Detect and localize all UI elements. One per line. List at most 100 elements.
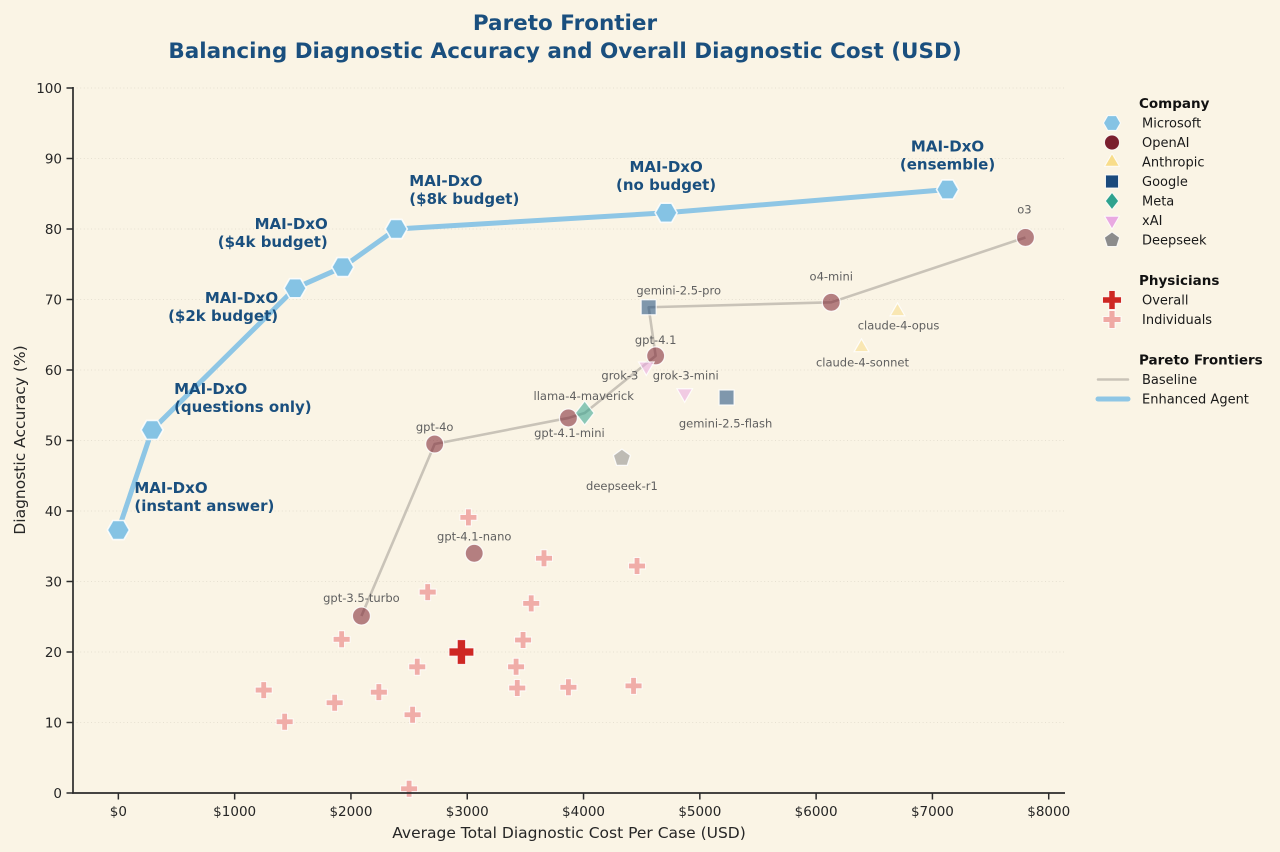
individual-physician-marker-16 <box>624 676 643 695</box>
mai-marker-budget-2k <box>283 277 308 299</box>
individual-physician-marker-2 <box>325 693 344 712</box>
marker-gpt-4.1-mini <box>558 408 579 428</box>
mai-label-questions-only-line1: MAI-DxO <box>174 380 247 398</box>
individual-physician-marker-3 <box>332 630 351 649</box>
series-layer: gpt-3.5-turbo gpt-4o gpt-4.1-nano gpt-4.1-m… <box>106 138 1036 798</box>
legend-item-xai: xAI <box>1103 214 1162 231</box>
y-tick-label-10: 10 <box>45 715 62 731</box>
label-claude-4-sonnet: claude-4-sonnet <box>816 355 910 369</box>
y-tick-label-0: 0 <box>53 786 62 802</box>
mai-label-questions-only-line2: (questions only) <box>174 398 312 416</box>
marker-gpt-4.1-nano <box>464 543 484 563</box>
marker-gpt-4o <box>425 434 445 454</box>
marker-grok-3 <box>637 361 656 377</box>
marker-claude-4-sonnet <box>853 337 870 353</box>
legend-item-enhanced: Enhanced Agent <box>1095 393 1249 408</box>
overall-physician-marker <box>448 638 475 666</box>
mai-label-no-budget-line2: (no budget) <box>616 176 716 194</box>
individual-physician-marker-10 <box>507 657 526 676</box>
individual-physician-marker-7 <box>408 657 427 676</box>
x-tick-label-3000: $3000 <box>446 804 489 820</box>
y-tick-label-20: 20 <box>45 645 62 661</box>
mai-label-ensemble-line1: MAI-DxO <box>911 138 984 156</box>
legend-marker-meta <box>1104 191 1120 211</box>
label-gpt-4.1-mini: gpt-4.1-mini <box>534 426 605 440</box>
legend-label-microsoft: Microsoft <box>1142 117 1201 132</box>
x-tick-label-0: $0 <box>110 804 127 820</box>
label-grok-3-mini: grok-3-mini <box>653 368 719 382</box>
x-tick-label-4000: $4000 <box>562 804 605 820</box>
marker-deepseek-r1 <box>612 448 632 467</box>
legend: Company Microsoft OpenAI Anthropic Google Met… <box>1095 96 1263 408</box>
legend-label-baseline: Baseline <box>1142 373 1197 388</box>
legend-marker-deepseek <box>1103 231 1121 247</box>
marker-claude-4-opus <box>889 301 906 317</box>
y-axis-title: Diagnostic Accuracy (%) <box>11 345 29 534</box>
legend-item-baseline: Baseline <box>1096 373 1197 388</box>
mai-label-budget-8k-line2: ($8k budget) <box>409 190 519 208</box>
label-o4-mini: o4-mini <box>810 269 853 283</box>
marker-gemini-2.5-pro <box>640 299 657 316</box>
mai-label-budget-2k-line1: MAI-DxO <box>205 289 278 307</box>
marker-o3 <box>1015 227 1036 248</box>
individual-physician-marker-9 <box>459 508 478 527</box>
chart-title: Pareto Frontier <box>473 11 658 36</box>
legend-label-anthropic: Anthropic <box>1142 156 1205 171</box>
individual-physician-marker-13 <box>522 594 541 613</box>
legend-item-overall: Overall <box>1102 290 1188 310</box>
individual-physician-marker-15 <box>559 678 578 697</box>
mai-label-budget-4k-line2: ($4k budget) <box>218 233 328 251</box>
individual-physician-marker-0 <box>254 681 273 700</box>
mai-label-instant-answer-line1: MAI-DxO <box>134 479 207 497</box>
legend-item-individuals: Individuals <box>1102 310 1212 329</box>
individual-physician-marker-12 <box>514 631 533 650</box>
y-tick-label-60: 60 <box>45 363 62 379</box>
marker-gemini-2.5-flash <box>718 389 735 406</box>
individual-physician-marker-5 <box>400 779 419 798</box>
mai-label-no-budget-line1: MAI-DxO <box>629 158 702 176</box>
label-claude-4-opus: claude-4-opus <box>858 318 940 332</box>
y-tick-label-90: 90 <box>45 151 62 167</box>
y-tick-label-70: 70 <box>45 292 62 308</box>
mai-label-instant-answer-line2: (instant answer) <box>134 497 274 515</box>
mai-marker-questions-only <box>140 419 165 441</box>
label-grok-3: grok-3 <box>601 368 638 382</box>
legend-label-google: Google <box>1142 175 1188 190</box>
x-axis-title: Average Total Diagnostic Cost Per Case (… <box>392 824 746 842</box>
legend-marker-openai <box>1104 134 1120 151</box>
x-tick-label-8000: $8000 <box>1027 804 1070 820</box>
label-gpt-4.1-nano: gpt-4.1-nano <box>437 529 511 543</box>
y-tick-label-50: 50 <box>45 433 62 449</box>
axes-layer: $0 $1000 $2000 $3000 $4000 $5000 $6000 $7000 $80… <box>36 81 1070 820</box>
chart-subtitle: Balancing Diagnostic Accuracy and Overal… <box>168 39 961 64</box>
legend-marker-anthropic <box>1103 152 1121 167</box>
legend-marker-google <box>1105 174 1119 189</box>
label-gpt-4.1: gpt-4.1 <box>635 333 677 347</box>
label-deepseek-r1: deepseek-r1 <box>586 479 658 493</box>
mai-label-budget-8k-line1: MAI-DxO <box>409 172 482 190</box>
legend-title-physicians: Physicians <box>1139 273 1219 289</box>
individual-physician-marker-11 <box>508 678 527 697</box>
mai-marker-budget-8k <box>384 218 409 240</box>
legend-item-anthropic: Anthropic <box>1103 152 1205 171</box>
y-tick-label-100: 100 <box>36 81 62 97</box>
individual-physician-marker-17 <box>628 556 647 575</box>
legend-item-deepseek: Deepseek <box>1103 231 1207 249</box>
x-tick-label-2000: $2000 <box>329 804 372 820</box>
mai-label-budget-4k-line1: MAI-DxO <box>255 215 328 233</box>
marker-grok-3-mini <box>675 388 694 404</box>
label-llama-4-maverick: llama-4-maverick <box>534 389 635 403</box>
marker-gpt-4.1 <box>646 346 666 366</box>
legend-label-individuals: Individuals <box>1142 313 1212 328</box>
legend-item-google: Google <box>1105 174 1188 190</box>
individual-physician-marker-8 <box>418 583 437 602</box>
x-tick-label-7000: $7000 <box>911 804 954 820</box>
mai-marker-budget-4k <box>330 256 355 278</box>
x-tick-label-6000: $6000 <box>795 804 838 820</box>
legend-label-meta: Meta <box>1142 195 1174 210</box>
y-tick-label-30: 30 <box>45 574 62 590</box>
mai-marker-ensemble <box>935 179 960 200</box>
legend-title-company: Company <box>1139 96 1210 112</box>
